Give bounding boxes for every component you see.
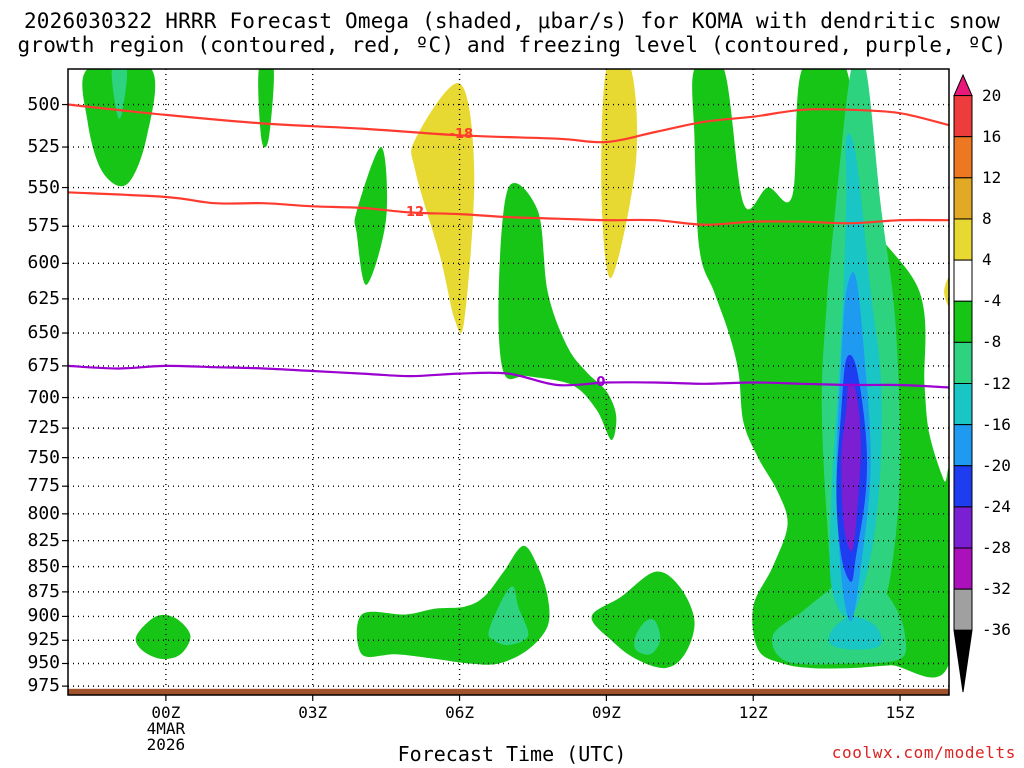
y-tick-label: 550 (27, 176, 60, 198)
omega-region-16 (135, 614, 191, 660)
colorbar-label: 16 (982, 126, 1002, 146)
x-tick-label-label: 00Z (151, 703, 181, 722)
y-tick-label: 500 (27, 93, 60, 115)
colorbar-bin-2 (953, 177, 973, 220)
y-tick-label: 800 (27, 502, 60, 524)
colorbar-bin-7 (953, 383, 973, 426)
colorbar-bin-10 (953, 506, 973, 549)
colorbar-label: -24 (982, 496, 1011, 516)
contour-line-0 (68, 103, 949, 144)
colorbar-label: -12 (982, 373, 1011, 393)
y-tick-label: 575 (27, 215, 60, 237)
axis-ticks (62, 103, 901, 701)
contour-line-2 (68, 364, 949, 389)
contour-label-2: 0 (596, 374, 606, 390)
omega-region-1 (111, 69, 128, 119)
colorbar-label: 8 (982, 208, 992, 228)
colorbar-bin-3 (953, 218, 973, 261)
credit-link[interactable]: coolwx.com/modelts (831, 743, 1016, 762)
y-tick-label: 625 (27, 287, 60, 309)
y-tick-label: 675 (27, 354, 60, 376)
y-tick-label: 950 (27, 652, 60, 674)
y-tick-label: 775 (27, 475, 60, 497)
colorbar-bin-5 (953, 300, 973, 343)
colorbar-bin-1 (953, 136, 973, 179)
colorbar-label: 12 (982, 167, 1002, 187)
colorbar-label: -4 (982, 291, 1002, 311)
omega-region-12 (828, 616, 882, 650)
omega-region-3 (354, 146, 388, 285)
omega-region-19 (591, 571, 695, 669)
y-tick-label: 850 (27, 555, 60, 577)
plot-frame (67, 68, 950, 696)
chart-title-line1: 2026030322 HRRR Forecast Omega (shaded, … (23, 9, 1001, 33)
contour-label-1: -12 (400, 204, 425, 220)
y-tick-label: 825 (27, 529, 60, 551)
y-tick-label: 725 (27, 417, 60, 439)
y-tick-label: 525 (27, 136, 60, 158)
contour-label-0: -18 (449, 127, 474, 143)
colorbar-bottom-arrow (953, 629, 973, 693)
colorbar-bin-8 (953, 424, 973, 467)
colorbar-label: -20 (982, 455, 1011, 475)
y-tick-label: 700 (27, 386, 60, 408)
colorbar-label: -16 (982, 414, 1011, 434)
colorbar-bin-9 (953, 465, 973, 508)
omega-region-4 (411, 82, 475, 334)
colorbar-bin-12 (953, 588, 973, 631)
omega-region-20 (634, 619, 661, 655)
x-tick-label-label: 06Z (445, 703, 474, 722)
y-tick-label: 875 (27, 580, 60, 602)
x-axis-title: Forecast Time (UTC) (397, 742, 627, 766)
temperature-contours (68, 103, 949, 389)
colorbar-label: -28 (982, 538, 1011, 558)
omega-region-2 (258, 69, 274, 148)
colorbar-label: 20 (982, 85, 1002, 105)
y-tick-label: 975 (27, 675, 60, 697)
omega-region-15 (841, 382, 861, 552)
y-tick-label: 900 (27, 605, 60, 627)
colorbar-label: -8 (982, 332, 1002, 352)
omega-region-5 (601, 69, 638, 278)
x-tick-label-label: 15Z (885, 703, 915, 722)
omega-region-6 (944, 277, 949, 307)
colorbar (953, 73, 973, 693)
colorbar-bin-6 (953, 341, 973, 385)
x-tick-label-label: 12Z (738, 703, 768, 722)
y-tick-label: 650 (27, 322, 60, 344)
x-tick-label-sub1: 4MAR (146, 719, 186, 738)
gridlines (68, 69, 949, 695)
contour-line-1 (68, 191, 949, 226)
x-tick-label-sub2: 2026 (146, 735, 186, 754)
y-tick-label: 750 (27, 446, 60, 468)
x-tick-label-label: 03Z (298, 703, 328, 722)
x-tick-label-label: 09Z (591, 703, 621, 722)
colorbar-bin-0 (953, 95, 973, 138)
colorbar-bin-4 (953, 259, 973, 302)
omega-region-7 (498, 183, 617, 441)
omega-region-0 (82, 69, 156, 187)
y-tick-label: 600 (27, 252, 60, 274)
colorbar-label: -32 (982, 579, 1011, 599)
chart-title-line2: growth region (contoured, red, ºC) and f… (17, 33, 1007, 57)
colorbar-top-arrow (953, 73, 973, 97)
colorbar-label: -36 (982, 620, 1011, 640)
surface-band (68, 688, 949, 695)
y-tick-label: 925 (27, 629, 60, 651)
colorbar-bin-11 (953, 547, 973, 590)
colorbar-label: 4 (982, 250, 992, 270)
